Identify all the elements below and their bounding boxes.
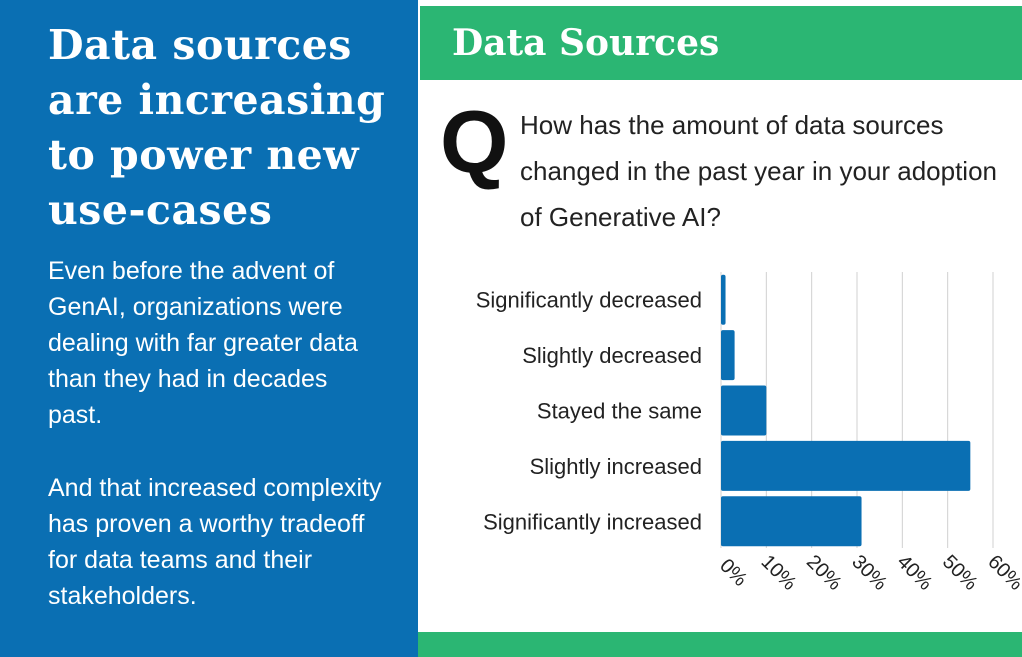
bar (721, 330, 735, 381)
x-tick-label: 0% (715, 555, 751, 591)
x-tick-labels: 0% 10% 20% 30% 40% 50% 60% (715, 551, 1020, 595)
section-title: Data Sources (452, 22, 720, 64)
section-header: Data Sources (418, 6, 1022, 80)
intro-paragraph: Even before the advent of GenAI, organiz… (48, 257, 358, 429)
category-label: Slightly increased (530, 454, 702, 479)
x-tick-label: 10% (757, 551, 801, 595)
category-label: Slightly decreased (522, 343, 702, 368)
bar-chart: Significantly decreased Slightly decrease… (476, 272, 1020, 595)
bar (721, 440, 971, 491)
question-letter: Q (440, 92, 509, 191)
bar (721, 496, 862, 547)
category-label: Significantly increased (483, 509, 702, 534)
x-tick-label: 50% (938, 551, 982, 595)
category-label: Stayed the same (537, 399, 702, 424)
x-tick-label: 60% (983, 551, 1020, 595)
bar (721, 274, 726, 325)
question-text: How has the amount of data sources chang… (520, 110, 998, 232)
category-labels: Significantly decreased Slightly decrease… (476, 288, 702, 535)
x-tick-label: 30% (847, 551, 891, 595)
tradeoff-paragraph: And that increased complexity has proven… (48, 474, 382, 610)
x-tick-label: 40% (893, 551, 937, 595)
x-tick-label: 20% (802, 551, 846, 595)
bar (721, 385, 767, 436)
bars (721, 274, 971, 547)
category-label: Significantly decreased (476, 288, 702, 313)
left-panel: Data sources are increasing to power new… (0, 0, 418, 657)
headline: Data sources are increasing to power new… (48, 21, 386, 234)
grid-lines (720, 272, 994, 548)
next-section-band (418, 632, 1022, 657)
